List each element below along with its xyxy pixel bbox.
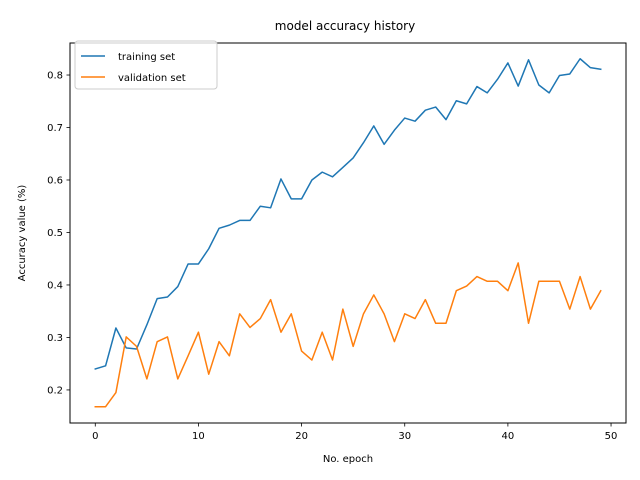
y-tick-label: 0.5: [47, 228, 63, 239]
series-line-training-set: [94, 58, 602, 370]
y-tick-label: 0.2: [47, 385, 63, 396]
legend-box: [74, 40, 218, 90]
legend-label-training: training set: [118, 52, 175, 63]
x-tick-label: 40: [502, 431, 515, 442]
y-tick-label: 0.3: [47, 333, 63, 344]
plot-area: [70, 43, 626, 423]
x-axis-ticks: 0 10 20 30 40 50: [92, 423, 617, 442]
legend: training set validation set: [74, 40, 218, 90]
series-lines: [94, 58, 602, 408]
y-tick-label: 0.4: [47, 280, 63, 291]
y-axis-label: Accuracy value (%): [17, 185, 28, 282]
x-axis-label: No. epoch: [323, 454, 373, 465]
x-tick-label: 20: [295, 431, 308, 442]
y-axis-ticks: 0.2 0.3 0.4 0.5 0.6 0.7 0.8: [47, 71, 70, 396]
chart-title: model accuracy history: [275, 19, 415, 33]
series-line-validation-set: [94, 262, 602, 408]
legend-label-validation: validation set: [118, 73, 186, 84]
x-tick-label: 50: [605, 431, 618, 442]
y-tick-label: 0.6: [47, 175, 63, 186]
x-tick-label: 0: [92, 431, 98, 442]
x-tick-label: 30: [398, 431, 411, 442]
y-tick-label: 0.7: [47, 123, 63, 134]
plot-frame: [69, 42, 627, 424]
y-tick-label: 0.8: [47, 71, 63, 82]
x-tick-label: 10: [192, 431, 205, 442]
